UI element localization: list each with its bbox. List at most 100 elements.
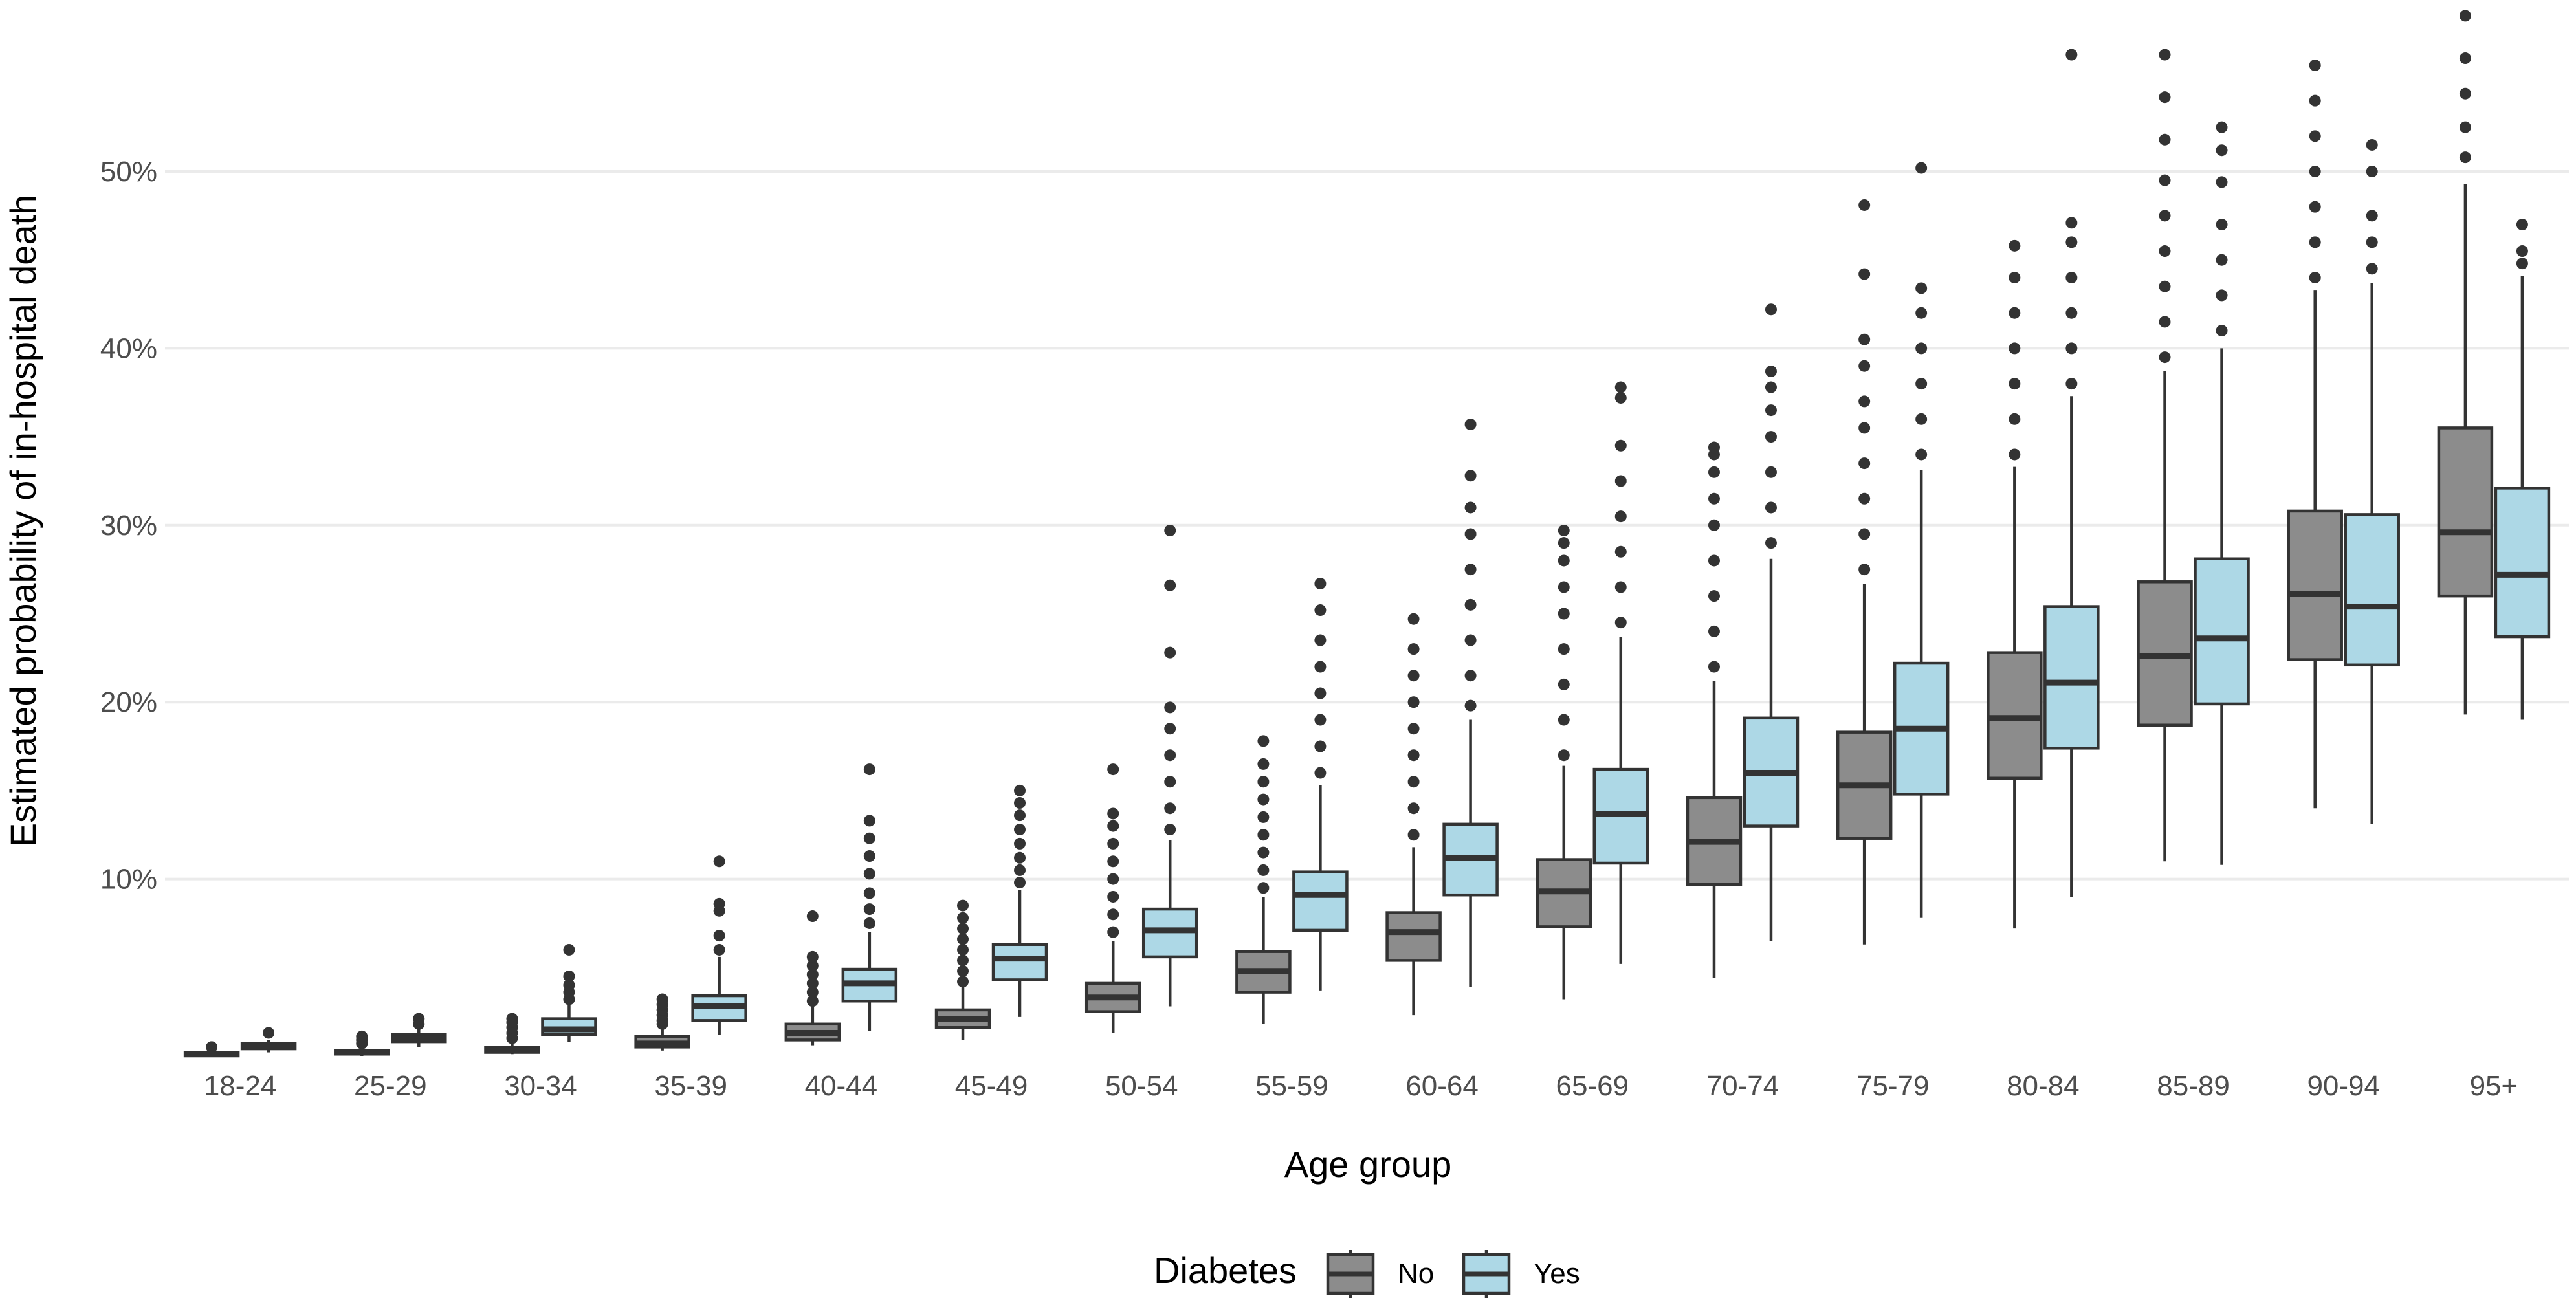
- outlier-point: [957, 976, 969, 988]
- y-tick-label: 10%: [100, 864, 157, 895]
- outlier-point: [1858, 360, 1871, 372]
- outlier-point: [2009, 413, 2021, 425]
- outlier-point: [2216, 325, 2228, 337]
- outlier-point: [863, 850, 875, 862]
- outlier-point: [2309, 94, 2321, 107]
- outlier-point: [1858, 564, 1871, 576]
- x-tick-label: 70-74: [1706, 1070, 1779, 1102]
- x-tick-label: 45-49: [955, 1070, 1028, 1102]
- box-yes: [991, 784, 1048, 1017]
- outlier-point: [2065, 217, 2078, 229]
- outlier-point: [2009, 307, 2021, 319]
- outlier-point: [2459, 52, 2471, 65]
- box-no: [634, 993, 690, 1051]
- outlier-point: [1164, 802, 1176, 815]
- legend-title: Diabetes: [1154, 1250, 1297, 1291]
- outlier-point: [1464, 598, 1477, 611]
- outlier-point: [2459, 121, 2471, 133]
- outlier-point: [1014, 864, 1026, 876]
- outlier-point: [1407, 723, 1420, 735]
- outlier-point: [806, 986, 819, 998]
- outlier-point: [1407, 802, 1420, 815]
- outlier-point: [1708, 492, 1720, 505]
- outlier-point: [1107, 807, 1119, 820]
- outlier-point: [957, 912, 969, 924]
- box-yes: [841, 763, 898, 1031]
- outlier-point: [1464, 564, 1477, 576]
- outlier-point: [2459, 10, 2471, 22]
- outlier-point: [1765, 404, 1777, 417]
- outlier-point: [2065, 378, 2078, 390]
- outlier-point: [1708, 661, 1720, 673]
- outlier-point: [957, 965, 969, 977]
- box-no: [2437, 10, 2494, 715]
- outlier-point: [1858, 457, 1871, 470]
- outlier-point: [2309, 130, 2321, 142]
- outlier-point: [1257, 829, 1270, 841]
- outlier-point: [1558, 643, 1570, 655]
- box-no: [1987, 239, 2043, 929]
- outlier-point: [1314, 634, 1327, 646]
- outlier-point: [1257, 793, 1270, 806]
- outlier-point: [1314, 578, 1327, 590]
- box-no: [1836, 199, 1893, 945]
- box-iqr: [2043, 605, 2100, 750]
- outlier-point: [2065, 236, 2078, 248]
- outlier-point: [2309, 272, 2321, 284]
- outlier-point: [1407, 776, 1420, 788]
- outlier-point: [1164, 579, 1176, 591]
- x-tick-label: 55-59: [1255, 1070, 1328, 1102]
- box-no: [934, 899, 991, 1040]
- outlier-point: [2159, 210, 2171, 222]
- outlier-point: [2366, 236, 2378, 248]
- box-yes: [1592, 381, 1649, 964]
- outlier-point: [2516, 258, 2528, 270]
- outlier-point: [1708, 519, 1720, 531]
- outlier-point: [957, 923, 969, 935]
- outlier-point: [1257, 864, 1270, 876]
- outlier-point: [713, 930, 725, 942]
- outlier-point: [863, 887, 875, 899]
- outlier-point: [806, 960, 819, 972]
- outlier-point: [1164, 701, 1176, 714]
- box-yes: [2344, 138, 2400, 824]
- box-iqr: [2494, 487, 2551, 639]
- x-tick-label: 60-64: [1405, 1070, 1479, 1102]
- box-yes: [541, 943, 597, 1042]
- y-axis-title: Estimated probability of in-hospital dea…: [3, 195, 43, 848]
- outlier-point: [506, 1013, 518, 1025]
- outlier-point: [2366, 263, 2378, 275]
- outlier-point: [1164, 646, 1176, 659]
- y-tick-label: 40%: [100, 333, 157, 364]
- outlier-point: [1708, 625, 1720, 637]
- box-yes: [1141, 525, 1198, 1007]
- outlier-point: [957, 899, 969, 912]
- outlier-point: [413, 1013, 425, 1025]
- outlier-point: [1858, 492, 1871, 505]
- box-no: [183, 1041, 240, 1058]
- outlier-point: [1614, 581, 1627, 593]
- outlier-point: [2159, 49, 2171, 61]
- outlier-point: [1614, 439, 1627, 452]
- outlier-point: [1257, 882, 1270, 894]
- outlier-point: [863, 868, 875, 880]
- outlier-point: [1765, 303, 1777, 316]
- outlier-point: [1614, 617, 1627, 629]
- outlier-point: [1407, 613, 1420, 625]
- outlier-point: [1014, 851, 1026, 864]
- outlier-point: [1464, 418, 1477, 430]
- box-iqr: [2194, 557, 2250, 706]
- box-no: [1536, 525, 1592, 1000]
- outlier-point: [2216, 176, 2228, 188]
- outlier-point: [1765, 501, 1777, 514]
- box-yes: [1292, 578, 1349, 991]
- outlier-point: [1614, 391, 1627, 404]
- box-iqr: [1385, 911, 1442, 962]
- box-yes: [1893, 162, 1950, 918]
- x-axis-ticks: 18-24 25-29 30-34 35-39 40-44 45-49 50-54 55-59…: [204, 1070, 2518, 1102]
- outlier-point: [1558, 581, 1570, 593]
- outlier-point: [1558, 537, 1570, 549]
- outlier-point: [2366, 210, 2378, 222]
- outlier-point: [1464, 470, 1477, 482]
